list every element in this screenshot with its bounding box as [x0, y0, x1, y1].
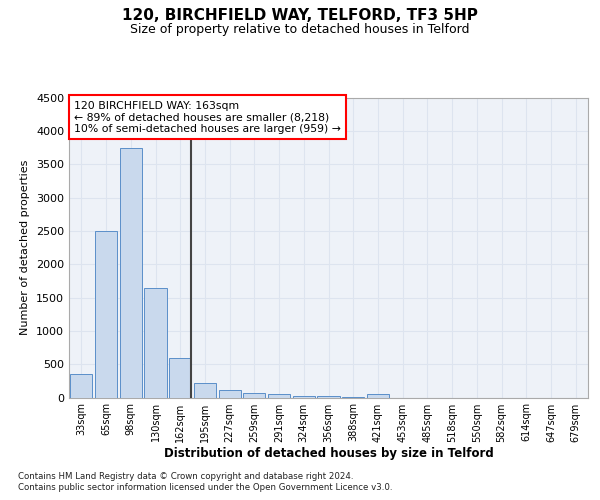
Text: Size of property relative to detached houses in Telford: Size of property relative to detached ho…: [130, 22, 470, 36]
Bar: [243, 392, 265, 398]
Bar: [95, 231, 117, 398]
Bar: [70, 374, 92, 398]
Bar: [367, 394, 389, 398]
Bar: [194, 382, 216, 398]
Bar: [268, 394, 290, 398]
Text: Contains public sector information licensed under the Open Government Licence v3: Contains public sector information licen…: [18, 484, 392, 492]
Text: 120, BIRCHFIELD WAY, TELFORD, TF3 5HP: 120, BIRCHFIELD WAY, TELFORD, TF3 5HP: [122, 8, 478, 22]
Bar: [293, 396, 315, 398]
Y-axis label: Number of detached properties: Number of detached properties: [20, 160, 31, 335]
Bar: [218, 390, 241, 398]
Bar: [119, 148, 142, 398]
Bar: [317, 396, 340, 398]
Bar: [145, 288, 167, 398]
Text: Distribution of detached houses by size in Telford: Distribution of detached houses by size …: [164, 448, 494, 460]
Bar: [169, 358, 191, 398]
Text: 120 BIRCHFIELD WAY: 163sqm
← 89% of detached houses are smaller (8,218)
10% of s: 120 BIRCHFIELD WAY: 163sqm ← 89% of deta…: [74, 100, 341, 134]
Text: Contains HM Land Registry data © Crown copyright and database right 2024.: Contains HM Land Registry data © Crown c…: [18, 472, 353, 481]
Bar: [342, 397, 364, 398]
